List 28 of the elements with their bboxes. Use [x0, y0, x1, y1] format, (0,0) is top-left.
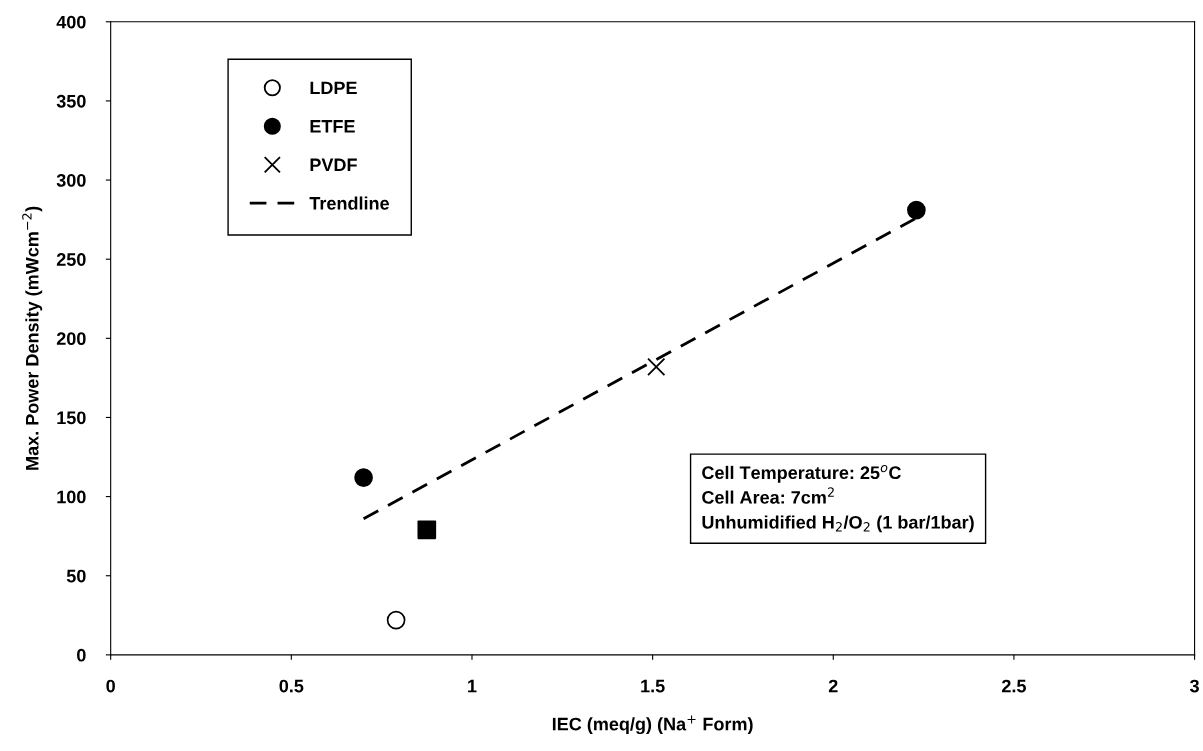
x-tick-label: 0 — [106, 679, 115, 693]
y-tick-label: 350 — [56, 94, 86, 108]
y-tick-label: 400 — [56, 15, 86, 29]
y-tick-label: 150 — [57, 411, 86, 425]
x-tick-label: 0.5 — [279, 679, 304, 693]
y-tick-label: 0 — [77, 648, 86, 662]
point — [386, 610, 406, 630]
legend-label: ETFE — [310, 120, 355, 133]
point — [647, 357, 666, 376]
legend-label: Trendline — [309, 196, 389, 210]
point — [907, 200, 926, 220]
point — [354, 468, 373, 487]
y-axis-title: Max. Power Density (mWcm$^{−2}$) — [22, 206, 43, 470]
x-axis-title: IEC (meq/g) (Na$^{+}$ Form) — [552, 715, 753, 735]
x-tick-label: 3 — [1189, 679, 1199, 693]
x-tick-label: 2 — [828, 679, 838, 693]
y-tick-label: 100 — [57, 490, 86, 504]
legend-label: LDPE — [310, 81, 357, 95]
x-tick-label: 1.5 — [641, 679, 665, 693]
y-tick-label: 50 — [66, 569, 86, 583]
text: Cell Temperature: 25$^{o}$C Cell Area: 7cm$^{2}$ Unhumidified H$_{2}$/O$_{2}$ (1 bar/1bar) — [702, 464, 974, 533]
x-tick-label: 2.5 — [1002, 679, 1026, 693]
point — [417, 520, 437, 540]
y-tick-label: 200 — [56, 332, 86, 346]
legend-label: PVDF — [310, 158, 357, 172]
y-tick-label: 300 — [56, 173, 86, 187]
x-tick-label: 1 — [468, 679, 477, 693]
y-tick-label: 250 — [56, 253, 86, 266]
